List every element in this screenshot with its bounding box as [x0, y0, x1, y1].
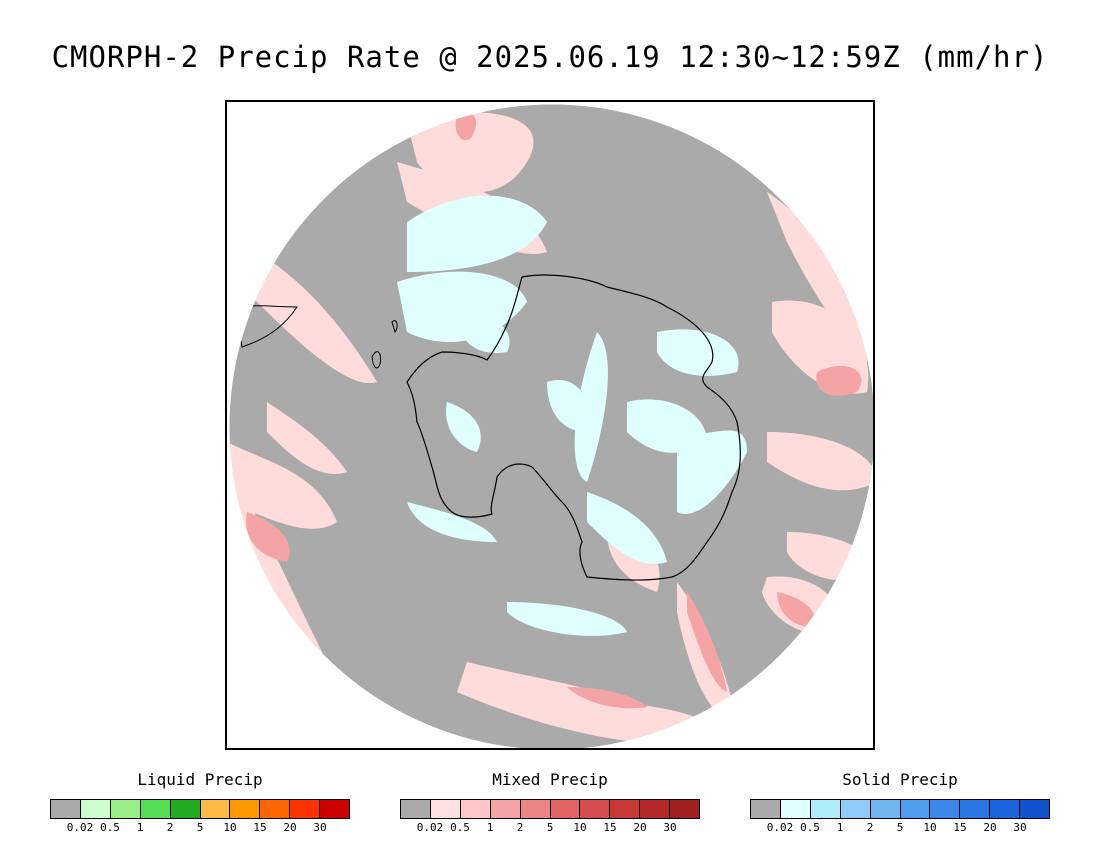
legend-liquid: Liquid Precip 0.02 0.5 1 2 5 10 15 20 30: [50, 770, 350, 835]
map-disk-edge: [228, 103, 873, 748]
solid-swatch-9: [1020, 800, 1050, 818]
solid-tick-label: 20: [983, 821, 997, 834]
liquid-swatch-7: [260, 800, 291, 818]
legend-solid: Solid Precip 0.02 0.5 1 2 5 10 15 20 30: [750, 770, 1050, 835]
legend-mixed-ticks: 0.02 0.5 1 2 5 10 15 20 30: [400, 821, 700, 835]
solid-tick-label: 0.02: [766, 821, 794, 834]
solid-precip-light-areas: [397, 195, 747, 636]
solid-swatch-6: [930, 800, 961, 818]
legend-solid-title: Solid Precip: [842, 770, 958, 789]
mixed-swatch-9: [670, 800, 700, 818]
mixed-swatch-2: [460, 800, 491, 818]
liquid-tick-label: 20: [283, 821, 297, 834]
solid-tick-label: 1: [836, 821, 844, 834]
liquid-swatch-5: [200, 800, 231, 818]
mixed-swatch-8: [640, 800, 671, 818]
legend-liquid-ticks: 0.02 0.5 1 2 5 10 15 20 30: [50, 821, 350, 835]
mixed-swatch-4: [520, 800, 551, 818]
mixed-tick-label: 0.02: [416, 821, 444, 834]
mixed-swatch-6: [580, 800, 611, 818]
liquid-tick-label: 0.5: [100, 821, 120, 834]
liquid-swatch-8: [290, 800, 321, 818]
solid-swatch-8: [990, 800, 1021, 818]
mixed-swatch-1: [430, 800, 461, 818]
legend-solid-ticks: 0.02 0.5 1 2 5 10 15 20 30: [750, 821, 1050, 835]
solid-swatch-5: [900, 800, 931, 818]
solid-tick-label: 10: [923, 821, 937, 834]
legend-mixed: Mixed Precip 0.02 0.5 1 2 5 10 15 20 30: [400, 770, 700, 835]
map-title: CMORPH-2 Precip Rate @ 2025.06.19 12:30~…: [51, 40, 1049, 74]
antarctica-coastline: [406, 274, 741, 581]
mixed-tick-label: 0.5: [450, 821, 470, 834]
mixed-swatch-3: [490, 800, 521, 818]
solid-swatch-0: [751, 800, 781, 818]
liquid-tick-label: 10: [223, 821, 237, 834]
liquid-swatch-4: [170, 800, 201, 818]
mixed-tick-label: 30: [663, 821, 677, 834]
mixed-tick-label: 20: [633, 821, 647, 834]
solid-swatch-4: [870, 800, 901, 818]
solid-swatch-3: [840, 800, 871, 818]
legend-mixed-title: Mixed Precip: [492, 770, 608, 789]
map-frame: [225, 100, 875, 750]
mixed-tick-label: 2: [516, 821, 524, 834]
precip-map: [228, 103, 873, 748]
mixed-precip-moderate-areas: [246, 113, 862, 709]
mixed-tick-label: 1: [486, 821, 494, 834]
solid-swatch-1: [780, 800, 811, 818]
solid-swatch-7: [960, 800, 991, 818]
solid-tick-label: 2: [866, 821, 874, 834]
mixed-tick-label: 10: [573, 821, 587, 834]
liquid-swatch-1: [80, 800, 111, 818]
mixed-swatch-5: [550, 800, 581, 818]
liquid-swatch-3: [140, 800, 171, 818]
mixed-tick-label: 15: [603, 821, 617, 834]
no-precip-area: [229, 104, 873, 748]
liquid-tick-label: 30: [313, 821, 327, 834]
map-disk: [229, 104, 873, 748]
liquid-tick-label: 15: [253, 821, 267, 834]
solid-tick-label: 15: [953, 821, 967, 834]
liquid-tick-label: 2: [166, 821, 174, 834]
liquid-swatch-0: [51, 800, 81, 818]
legend-liquid-colorbar: [50, 799, 350, 819]
legend-liquid-title: Liquid Precip: [137, 770, 263, 789]
liquid-swatch-9: [320, 800, 350, 818]
islands-coastline: [371, 320, 398, 369]
solid-tick-label: 0.5: [800, 821, 820, 834]
solid-tick-label: 5: [896, 821, 904, 834]
liquid-tick-label: 5: [196, 821, 204, 834]
mixed-swatch-0: [401, 800, 431, 818]
solid-swatch-2: [810, 800, 841, 818]
liquid-swatch-2: [110, 800, 141, 818]
mixed-tick-label: 5: [546, 821, 554, 834]
legend-mixed-colorbar: [400, 799, 700, 819]
solid-tick-label: 30: [1013, 821, 1027, 834]
mixed-swatch-7: [610, 800, 641, 818]
liquid-swatch-6: [230, 800, 261, 818]
liquid-tick-label: 0.02: [66, 821, 94, 834]
legend-solid-colorbar: [750, 799, 1050, 819]
liquid-tick-label: 1: [136, 821, 144, 834]
